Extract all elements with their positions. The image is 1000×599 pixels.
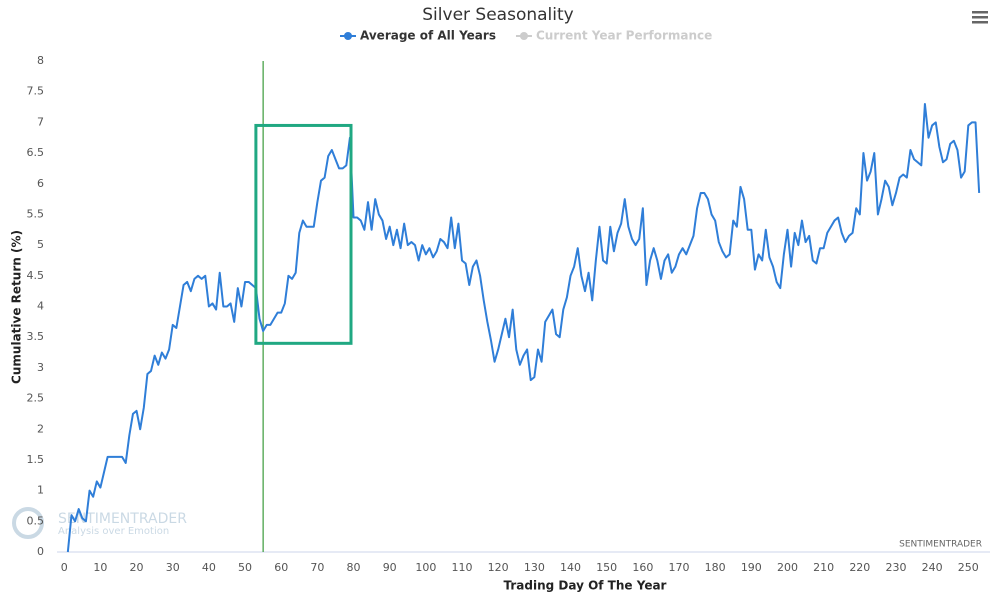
credit: SENTIMENTRADER	[899, 540, 982, 550]
menu-bar	[972, 21, 988, 24]
y-tick-label: 2.5	[27, 392, 45, 405]
watermark-brand: SENTIMENTRADER	[58, 511, 187, 527]
y-tick-label: 8	[37, 54, 44, 67]
legend-item[interactable]: Current Year Performance	[515, 29, 712, 43]
y-tick-label: 4	[37, 300, 44, 313]
x-tick-label: 250	[958, 561, 979, 574]
y-tick-label: 1	[37, 484, 44, 497]
x-tick-label: 100	[415, 561, 436, 574]
y-tick-label: 3	[37, 361, 44, 374]
highlight-box	[254, 123, 353, 345]
watermark-logo	[12, 507, 44, 539]
y-tick-label: 0.5	[27, 514, 45, 527]
x-tick-label: 230	[885, 561, 906, 574]
legend-label: Current Year Performance	[536, 29, 712, 43]
x-tick-label: 90	[383, 561, 397, 574]
x-tick-label: 170	[669, 561, 690, 574]
y-tick-label: 6	[37, 177, 44, 190]
x-tick-label: 240	[922, 561, 943, 574]
y-tick-label: 4.5	[27, 269, 45, 282]
x-axis-title: Trading Day Of The Year	[504, 579, 667, 593]
x-tick-label: 210	[813, 561, 834, 574]
x-tick-label: 160	[632, 561, 653, 574]
x-tick-label: 30	[166, 561, 180, 574]
y-tick-label: 2	[37, 422, 44, 435]
y-axis-title: Cumulative Return (%)	[10, 230, 24, 384]
x-tick-label: 190	[741, 561, 762, 574]
y-tick-label: 5	[37, 238, 44, 251]
series-line	[66, 102, 981, 553]
x-tick-label: 120	[488, 561, 509, 574]
x-tick-label: 140	[560, 561, 581, 574]
y-tick-label: 7.5	[27, 85, 45, 98]
x-tick-label: 70	[310, 561, 324, 574]
y-tick-label: 1.5	[27, 453, 45, 466]
x-tick-label: 60	[274, 561, 288, 574]
x-tick-label: 50	[238, 561, 252, 574]
menu-button[interactable]	[972, 11, 988, 24]
legend-marker	[519, 32, 528, 40]
x-tick-label: 80	[347, 561, 361, 574]
y-tick-label: 5.5	[27, 207, 45, 220]
watermark: SENTIMENTRADER Analysis over Emotion	[12, 507, 187, 539]
watermark-tagline: Analysis over Emotion	[58, 526, 169, 537]
x-tick-label: 130	[524, 561, 545, 574]
y-tick-label: 0	[37, 545, 44, 558]
x-tick-label: 220	[849, 561, 870, 574]
x-tick-label: 10	[93, 561, 107, 574]
legend-label: Average of All Years	[360, 29, 496, 43]
legend-item[interactable]: Average of All Years	[340, 29, 496, 43]
chart-title: Silver Seasonality	[422, 5, 573, 25]
menu-bar	[972, 16, 988, 19]
y-tick-label: 3.5	[27, 330, 45, 343]
x-tick-label: 200	[777, 561, 798, 574]
x-tick-label: 180	[705, 561, 726, 574]
x-tick-label: 0	[61, 561, 68, 574]
x-tick-label: 110	[452, 561, 473, 574]
menu-bar	[972, 11, 988, 14]
y-tick-label: 7	[37, 115, 44, 128]
y-tick-label: 6.5	[27, 146, 45, 159]
legend-marker	[344, 32, 352, 40]
x-tick-label: 20	[130, 561, 144, 574]
x-tick-label: 40	[202, 561, 216, 574]
x-tick-label: 150	[596, 561, 617, 574]
